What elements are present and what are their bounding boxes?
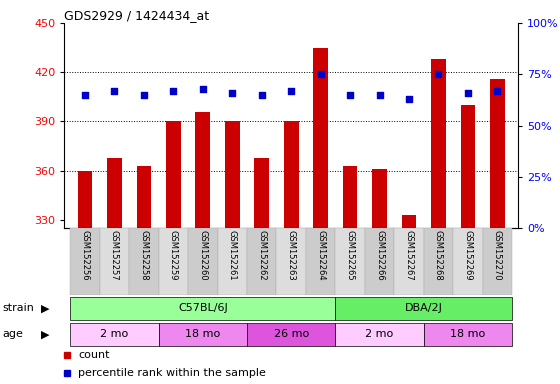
Bar [490, 79, 505, 228]
Bar [247, 228, 277, 295]
Bar [100, 228, 129, 295]
Text: GDS2929 / 1424434_at: GDS2929 / 1424434_at [64, 9, 209, 22]
Text: GSM152262: GSM152262 [257, 230, 266, 281]
Bar [365, 228, 394, 295]
Bar [431, 59, 446, 228]
Text: GSM152265: GSM152265 [346, 230, 354, 281]
Text: strain: strain [3, 303, 35, 313]
Text: GSM152264: GSM152264 [316, 230, 325, 281]
Bar [254, 157, 269, 228]
Point [198, 86, 207, 92]
Bar [335, 228, 365, 295]
Text: 2 mo: 2 mo [100, 329, 129, 339]
Bar [195, 112, 210, 228]
Text: GSM152267: GSM152267 [404, 230, 413, 281]
Text: 18 mo: 18 mo [185, 329, 221, 339]
Text: DBA/2J: DBA/2J [405, 303, 443, 313]
Text: GSM152258: GSM152258 [139, 230, 148, 281]
Bar [284, 121, 298, 228]
Point [404, 96, 413, 102]
Bar [225, 121, 240, 228]
Bar [394, 228, 424, 295]
Text: GSM152259: GSM152259 [169, 230, 178, 281]
Text: ▶: ▶ [41, 303, 49, 313]
Point [316, 71, 325, 78]
Text: GSM152256: GSM152256 [81, 230, 90, 281]
Text: C57BL/6J: C57BL/6J [178, 303, 228, 313]
Text: ▶: ▶ [41, 329, 49, 339]
Bar [78, 170, 92, 228]
Bar [460, 105, 475, 228]
Text: GSM152263: GSM152263 [287, 230, 296, 281]
Text: count: count [78, 350, 110, 360]
Text: GSM152268: GSM152268 [434, 230, 443, 281]
Text: GSM152269: GSM152269 [464, 230, 473, 281]
Bar [402, 215, 417, 228]
Text: 18 mo: 18 mo [450, 329, 486, 339]
Text: GSM152270: GSM152270 [493, 230, 502, 281]
Point [228, 90, 237, 96]
Bar [306, 228, 335, 295]
Bar [71, 228, 100, 295]
Bar [313, 48, 328, 228]
Bar [107, 157, 122, 228]
Point [110, 88, 119, 94]
Bar [158, 228, 188, 295]
Point [493, 88, 502, 94]
Point [169, 88, 178, 94]
Bar [424, 228, 453, 295]
Text: age: age [3, 329, 24, 339]
Bar [247, 323, 335, 346]
Text: 26 mo: 26 mo [274, 329, 309, 339]
Bar [188, 228, 218, 295]
Bar [218, 228, 247, 295]
Text: GSM152260: GSM152260 [198, 230, 207, 281]
Bar [483, 228, 512, 295]
Point [81, 92, 90, 98]
Bar [424, 323, 512, 346]
Point [464, 90, 473, 96]
Point [257, 92, 266, 98]
Point [346, 92, 354, 98]
Bar [335, 296, 512, 320]
Bar [335, 323, 424, 346]
Bar [343, 166, 357, 228]
Text: percentile rank within the sample: percentile rank within the sample [78, 368, 266, 378]
Point [139, 92, 148, 98]
Bar [137, 166, 151, 228]
Text: GSM152266: GSM152266 [375, 230, 384, 281]
Text: GSM152261: GSM152261 [228, 230, 237, 281]
Bar [166, 121, 181, 228]
Text: GSM152257: GSM152257 [110, 230, 119, 281]
Bar [71, 323, 158, 346]
Point [375, 92, 384, 98]
Text: 2 mo: 2 mo [366, 329, 394, 339]
Bar [453, 228, 483, 295]
Bar [372, 169, 387, 228]
Bar [277, 228, 306, 295]
Bar [71, 296, 335, 320]
Point [287, 88, 296, 94]
Bar [129, 228, 158, 295]
Bar [158, 323, 247, 346]
Point [434, 71, 443, 78]
